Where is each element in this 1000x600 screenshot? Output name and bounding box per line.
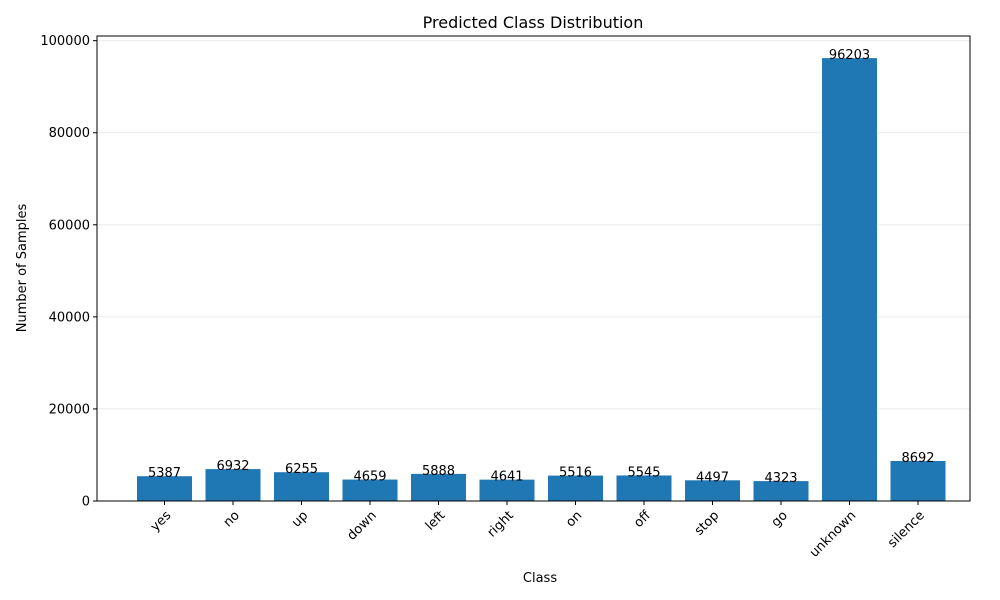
bar-yes: [137, 476, 192, 501]
x-tick-label-on: on: [563, 508, 585, 530]
bar-unknown: [822, 58, 877, 501]
x-axis-label: Class: [523, 571, 557, 586]
x-tick-label-go: go: [769, 508, 791, 530]
axes: [96, 35, 971, 502]
y-axis-label: Number of Samples: [15, 204, 30, 333]
bar-left: [411, 473, 466, 501]
bar-on: [548, 475, 603, 501]
data-label-unknown: 96203: [829, 48, 870, 63]
y-tick-label: 100000: [40, 34, 90, 49]
plot-frame: [96, 35, 971, 502]
x-tick-label-left: left: [423, 508, 449, 534]
bar-no: [205, 469, 261, 501]
x-tick-label-down: down: [344, 508, 379, 543]
bar-silence: [890, 460, 946, 501]
x-tick-label-off: off: [631, 507, 654, 530]
x-tick-label-yes: yes: [148, 508, 175, 535]
bars: [137, 58, 946, 501]
y-tick-label: 40000: [49, 310, 90, 325]
data-label-yes: 5387: [148, 466, 181, 481]
data-label-right: 4641: [490, 470, 523, 485]
data-label-no: 6932: [216, 459, 249, 474]
data-label-down: 4659: [353, 470, 386, 485]
y-tick-label: 20000: [49, 402, 90, 417]
x-tick-label-up: up: [289, 508, 311, 530]
data-label-stop: 4497: [696, 470, 729, 485]
data-label-left: 5888: [422, 464, 455, 479]
data-label-on: 5516: [559, 466, 592, 481]
data-label-off: 5545: [627, 465, 660, 480]
bar-right: [479, 479, 535, 501]
data-labels: 5387 6932 6255 4659 5888 4641 5516 5545 4497 4323…: [148, 48, 935, 486]
y-tick-label: 80000: [49, 126, 90, 141]
bar-down: [342, 479, 398, 501]
x-tick-label-right: right: [485, 508, 517, 540]
y-tick-label: 0: [82, 495, 90, 510]
bar-up: [274, 472, 329, 501]
bar-stop: [685, 480, 740, 501]
x-ticks: yes no up down left right on off stop go unknown si…: [148, 501, 928, 561]
x-tick-label-stop: stop: [692, 508, 722, 538]
y-ticks: 0 20000 40000 60000 80000 100000: [40, 34, 97, 510]
x-tick-label-silence: silence: [885, 508, 928, 551]
x-tick-label-no: no: [221, 508, 243, 530]
bar-go: [753, 481, 809, 501]
y-tick-label: 60000: [49, 218, 90, 233]
chart-title: Predicted Class Distribution: [423, 13, 644, 32]
data-label-up: 6255: [285, 462, 318, 477]
x-tick-label-unknown: unknown: [807, 508, 859, 560]
data-label-silence: 8692: [901, 451, 934, 466]
data-label-go: 4323: [764, 471, 797, 486]
bar-off: [616, 475, 672, 501]
